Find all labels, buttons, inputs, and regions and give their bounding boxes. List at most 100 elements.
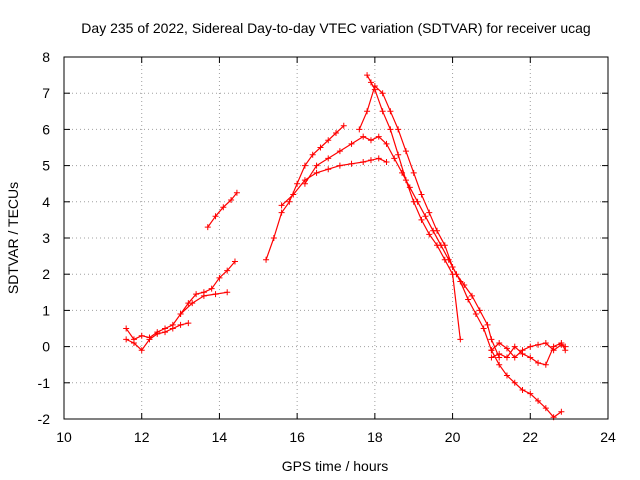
data-point: [496, 361, 503, 368]
data-point: [138, 332, 145, 339]
data-point: [333, 130, 339, 137]
data-point: [379, 108, 386, 115]
data-point: [480, 325, 487, 332]
data-point: [200, 292, 207, 299]
data-point: [395, 151, 402, 158]
data-point: [162, 329, 169, 336]
data-point: [123, 336, 130, 343]
data-point: [426, 231, 433, 238]
data-point: [550, 347, 557, 354]
y-tick-label: 8: [42, 49, 50, 65]
y-tick-label: 4: [42, 194, 50, 210]
data-point: [465, 296, 472, 303]
data-point: [375, 133, 382, 140]
data-point: [154, 330, 161, 337]
data-series: [123, 72, 569, 421]
x-tick-label: 10: [56, 429, 72, 445]
series-track-g: [301, 133, 503, 361]
data-point: [375, 155, 382, 162]
series-track-h: [364, 72, 464, 343]
data-point: [449, 271, 456, 278]
data-point: [422, 213, 429, 220]
data-point: [189, 300, 196, 307]
series-track-a: [123, 258, 238, 343]
series-line: [304, 136, 500, 358]
x-axis-label: GPS time / hours: [282, 458, 389, 474]
data-point: [367, 137, 374, 144]
data-point: [418, 216, 425, 223]
data-point: [402, 148, 409, 155]
data-point: [325, 155, 332, 162]
data-point: [313, 169, 320, 176]
data-point: [391, 155, 398, 162]
data-point: [270, 235, 277, 241]
data-point: [558, 408, 565, 415]
data-point: [402, 177, 409, 184]
series-line: [207, 192, 238, 228]
data-point: [503, 372, 510, 379]
data-point: [177, 321, 184, 328]
data-point: [336, 162, 343, 169]
y-tick-label: -2: [38, 411, 51, 427]
x-tick-label: 16: [289, 429, 305, 445]
data-point: [535, 341, 542, 348]
data-point: [488, 336, 495, 343]
series-line: [366, 74, 461, 340]
data-point: [519, 347, 526, 354]
series-track-d: [204, 189, 240, 231]
data-point: [367, 157, 374, 164]
y-tick-label: 6: [42, 121, 50, 137]
series-track-i: [356, 82, 565, 421]
data-point: [511, 379, 518, 386]
data-point: [301, 162, 308, 169]
x-tick-label: 12: [134, 429, 150, 445]
data-point: [426, 209, 433, 216]
data-point: [263, 256, 270, 263]
data-point: [496, 339, 503, 346]
data-point: [562, 343, 569, 350]
x-tick-label: 20: [445, 429, 461, 445]
data-point: [360, 158, 367, 165]
data-point: [476, 307, 483, 314]
data-point: [434, 227, 441, 234]
data-point: [224, 289, 231, 296]
y-tick-label: 7: [42, 85, 50, 101]
data-point: [216, 274, 223, 281]
data-point: [233, 189, 240, 196]
data-point: [418, 191, 425, 198]
data-point: [317, 144, 324, 151]
data-point: [410, 198, 417, 205]
series-track-k: [488, 339, 569, 361]
data-point: [364, 108, 371, 115]
data-point: [519, 387, 526, 394]
data-point: [542, 405, 549, 412]
series-track-c: [177, 289, 231, 318]
data-point: [484, 321, 491, 328]
data-point: [449, 263, 456, 270]
data-point: [348, 160, 355, 167]
data-point: [469, 292, 475, 299]
data-point: [204, 224, 211, 231]
data-point: [371, 82, 378, 89]
data-point: [309, 151, 316, 158]
grid-lines: [64, 57, 608, 419]
data-point: [278, 202, 285, 209]
data-point: [496, 350, 503, 357]
data-point: [410, 169, 417, 176]
x-tick-label: 14: [212, 429, 228, 445]
data-point: [123, 325, 130, 332]
data-point: [228, 196, 235, 203]
y-tick-label: 1: [42, 302, 50, 318]
data-point: [441, 256, 448, 263]
series-track-b: [123, 320, 192, 354]
x-tick-label: 18: [367, 429, 383, 445]
y-tick-label: -1: [38, 375, 51, 391]
data-point: [278, 209, 285, 216]
data-point: [379, 90, 386, 97]
data-point: [193, 291, 200, 298]
data-point: [511, 354, 518, 361]
data-point: [441, 242, 448, 249]
data-point: [542, 339, 549, 346]
data-point: [488, 354, 495, 361]
